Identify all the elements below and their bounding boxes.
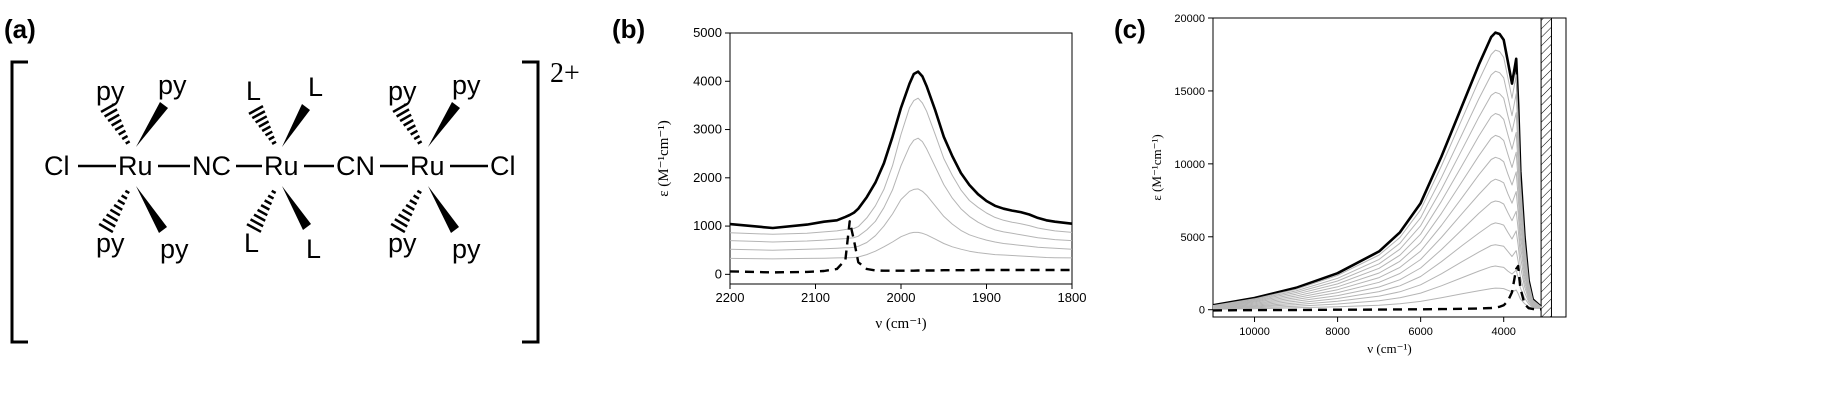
series-line-thin [1212, 178, 1542, 309]
y-tick-label: 1000 [693, 218, 722, 233]
atom-cl-right: Cl [490, 151, 516, 181]
ligand-py: py [160, 234, 189, 264]
series-line-thin [1212, 287, 1542, 310]
y-tick-label: 15000 [1174, 86, 1205, 98]
series-line-thin [1212, 265, 1542, 310]
x-tick-label: 2100 [801, 290, 830, 305]
wedge-bond [136, 186, 167, 233]
y-tick-label: 20000 [1174, 13, 1205, 25]
y-tick-label: 0 [1199, 305, 1205, 317]
right-bracket [522, 60, 540, 344]
series-line-thin [1212, 91, 1542, 308]
series-line-bold [1212, 31, 1542, 308]
y-tick-label: 0 [715, 266, 722, 281]
x-axis-label: ν (cm⁻¹) [1367, 341, 1411, 356]
left-bracket [10, 60, 28, 344]
x-axis-label: ν (cm⁻¹) [875, 316, 926, 332]
series-line-thin [1212, 200, 1542, 309]
wedge-bond [428, 186, 459, 233]
hashed-bond [246, 189, 277, 233]
plot-frame [1212, 17, 1567, 318]
hatched-region [1540, 17, 1552, 318]
atom-ru-3: Ru [410, 151, 445, 181]
y-axis-label: ε (M⁻¹cm⁻¹) [656, 120, 672, 197]
hashed-bond [100, 102, 131, 145]
y-tick-label: 2000 [693, 170, 722, 185]
series-line-thin [1212, 113, 1542, 308]
x-tick-label: 2000 [887, 290, 916, 305]
wedge-bond [136, 102, 168, 147]
panel-label-b: (b) [612, 14, 646, 44]
y-tick-label: 4000 [693, 73, 722, 88]
series-line-thin [1212, 70, 1542, 308]
y-tick-label: 5000 [1181, 232, 1205, 244]
series-line-thin [1212, 134, 1542, 308]
wedge-bond [428, 102, 460, 147]
series-line-thin [1212, 244, 1542, 310]
atom-ru-1: Ru [118, 151, 153, 181]
x-tick-label: 10000 [1239, 326, 1270, 338]
ligand-py: py [96, 228, 125, 258]
ligand-py: py [452, 70, 481, 100]
series-line-dashed [1212, 264, 1542, 312]
y-tick-label: 5000 [693, 25, 722, 40]
series-line-thin [729, 188, 1073, 251]
ligand-l: L [308, 72, 323, 102]
panel-label-c: (c) [1114, 14, 1146, 44]
panel-label-a: (a) [4, 14, 36, 44]
hashed-bond [248, 105, 277, 145]
series-line-thin [1212, 222, 1542, 309]
x-tick-label: 8000 [1325, 326, 1349, 338]
atom-cl-left: Cl [44, 151, 70, 181]
ligand-l: L [306, 234, 321, 264]
hashed-bond [390, 189, 422, 234]
ligand-py: py [158, 70, 187, 100]
structure-diagram: 2+ Cl Ru NC Ru CN Ru Cl py py py py L L … [10, 58, 580, 344]
x-tick-label: 1900 [972, 290, 1001, 305]
ligand-l: L [246, 76, 261, 106]
hashed-bond [392, 102, 423, 145]
wedge-bond [282, 104, 310, 147]
atom-ru-2: Ru [264, 151, 299, 181]
ligand-py: py [452, 234, 481, 264]
x-tick-label: 2200 [716, 290, 745, 305]
series-line-thin [1212, 49, 1542, 308]
ligand-py: py [388, 228, 417, 258]
atom-nc: NC [192, 151, 231, 181]
ligand-l: L [244, 228, 259, 258]
hashed-bond [98, 189, 130, 234]
y-axis-label: ε (M⁻¹cm⁻¹) [1149, 134, 1164, 200]
x-tick-label: 1800 [1058, 290, 1087, 305]
complex-charge: 2+ [550, 58, 580, 89]
series-line-thin [1212, 156, 1542, 309]
series-line-bold [729, 70, 1073, 230]
series-line-thin [729, 231, 1073, 260]
x-tick-label: 6000 [1408, 326, 1432, 338]
ligand-py: py [96, 76, 125, 106]
y-tick-label: 10000 [1174, 159, 1205, 171]
x-tick-label: 4000 [1491, 326, 1515, 338]
ligand-py: py [388, 76, 417, 106]
wedge-bond [282, 186, 311, 230]
y-tick-label: 3000 [693, 122, 722, 137]
atom-cn: CN [336, 151, 375, 181]
